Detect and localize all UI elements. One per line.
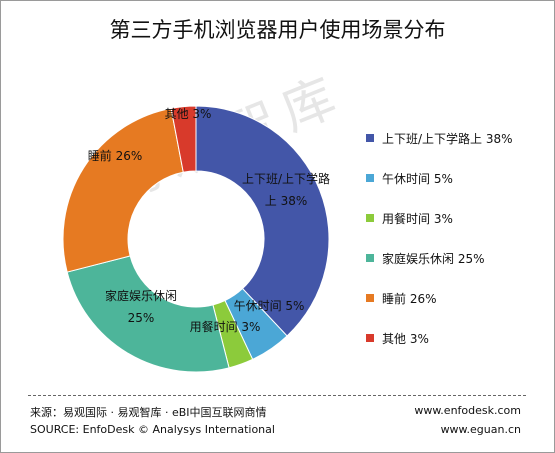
slice-0 — [195, 105, 330, 337]
slice-label-2: 用餐时间 3% — [190, 319, 261, 334]
url-eguan: www.eguan.cn — [440, 423, 521, 436]
legend-label-4: 睡前 26% — [382, 291, 437, 306]
source-cn: 来源：易观国际 · 易观智库 · eBI中国互联网商情 — [30, 406, 267, 419]
slice-4 — [62, 107, 184, 273]
legend-swatch-2 — [366, 214, 374, 222]
legend-label-1: 午休时间 5% — [382, 171, 453, 186]
legend-label-5: 其他 3% — [382, 331, 429, 346]
legend-item-1: 午休时间 5% — [366, 168, 513, 188]
slice-3 — [66, 255, 230, 373]
slice-label-4: 睡前 26% — [88, 148, 143, 163]
legend-item-3: 家庭娱乐休闲 25% — [366, 248, 513, 268]
source-en: SOURCE: EnfoDesk © Analysys Internationa… — [30, 423, 275, 436]
legend-label-3: 家庭娱乐休闲 25% — [382, 251, 485, 266]
slice-label-5: 其他 3% — [165, 107, 212, 121]
legend-item-4: 睡前 26% — [366, 288, 513, 308]
legend-label-0: 上下班/上下学路上 38% — [382, 131, 513, 146]
legend-swatch-5 — [366, 334, 374, 342]
slice-label-0: 上下班/上下学路上 38% — [242, 171, 330, 208]
legend-item-0: 上下班/上下学路上 38% — [366, 128, 513, 148]
legend-label-2: 用餐时间 3% — [382, 211, 453, 226]
slice-label-1: 午休时间 5% — [234, 299, 305, 313]
legend-swatch-0 — [366, 134, 374, 142]
legend-swatch-1 — [366, 174, 374, 182]
chart-legend: 上下班/上下学路上 38% 午休时间 5% 用餐时间 3% 家庭娱乐休闲 25% 睡前 … — [366, 128, 513, 368]
legend-item-2: 用餐时间 3% — [366, 208, 513, 228]
slice-label-3: 家庭娱乐休闲 25% — [105, 288, 177, 325]
url-enfodesk: www.enfodesk.com — [414, 404, 521, 417]
legend-item-5: 其他 3% — [366, 328, 513, 348]
slice-5 — [170, 105, 197, 173]
legend-swatch-4 — [366, 294, 374, 302]
chart-title: 第三方手机浏览器用户使用场景分布 — [109, 18, 446, 42]
legend-swatch-3 — [366, 254, 374, 262]
footer-divider — [28, 395, 526, 396]
